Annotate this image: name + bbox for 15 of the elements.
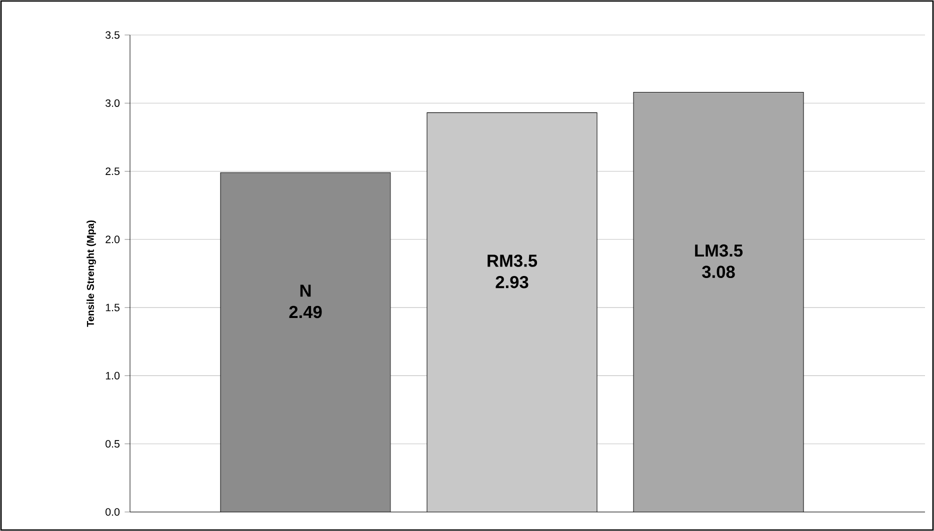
x-tick-label: LM3.5 — [695, 244, 743, 257]
y-tick-label: 2.5 — [106, 168, 120, 176]
y-tick-label: 1.0 — [106, 372, 120, 380]
data-label: 2.93 — [496, 276, 528, 288]
y-tick-label: 3.5 — [106, 31, 120, 39]
y-tick-label: 3.0 — [106, 99, 120, 107]
y-tick-label: 0.0 — [106, 508, 120, 516]
x-tick-label: RM3.5 — [488, 254, 538, 267]
data-label: 3.08 — [702, 266, 735, 278]
y-tick-label: 1.5 — [106, 304, 120, 312]
y-tick-label: 0.5 — [106, 440, 120, 448]
data-label: 2.49 — [289, 306, 322, 318]
x-tick-label: N — [300, 284, 311, 297]
y-tick-label: 2.0 — [106, 236, 120, 244]
y-axis-title: Tensile Strenght (Mpa) — [86, 220, 96, 327]
